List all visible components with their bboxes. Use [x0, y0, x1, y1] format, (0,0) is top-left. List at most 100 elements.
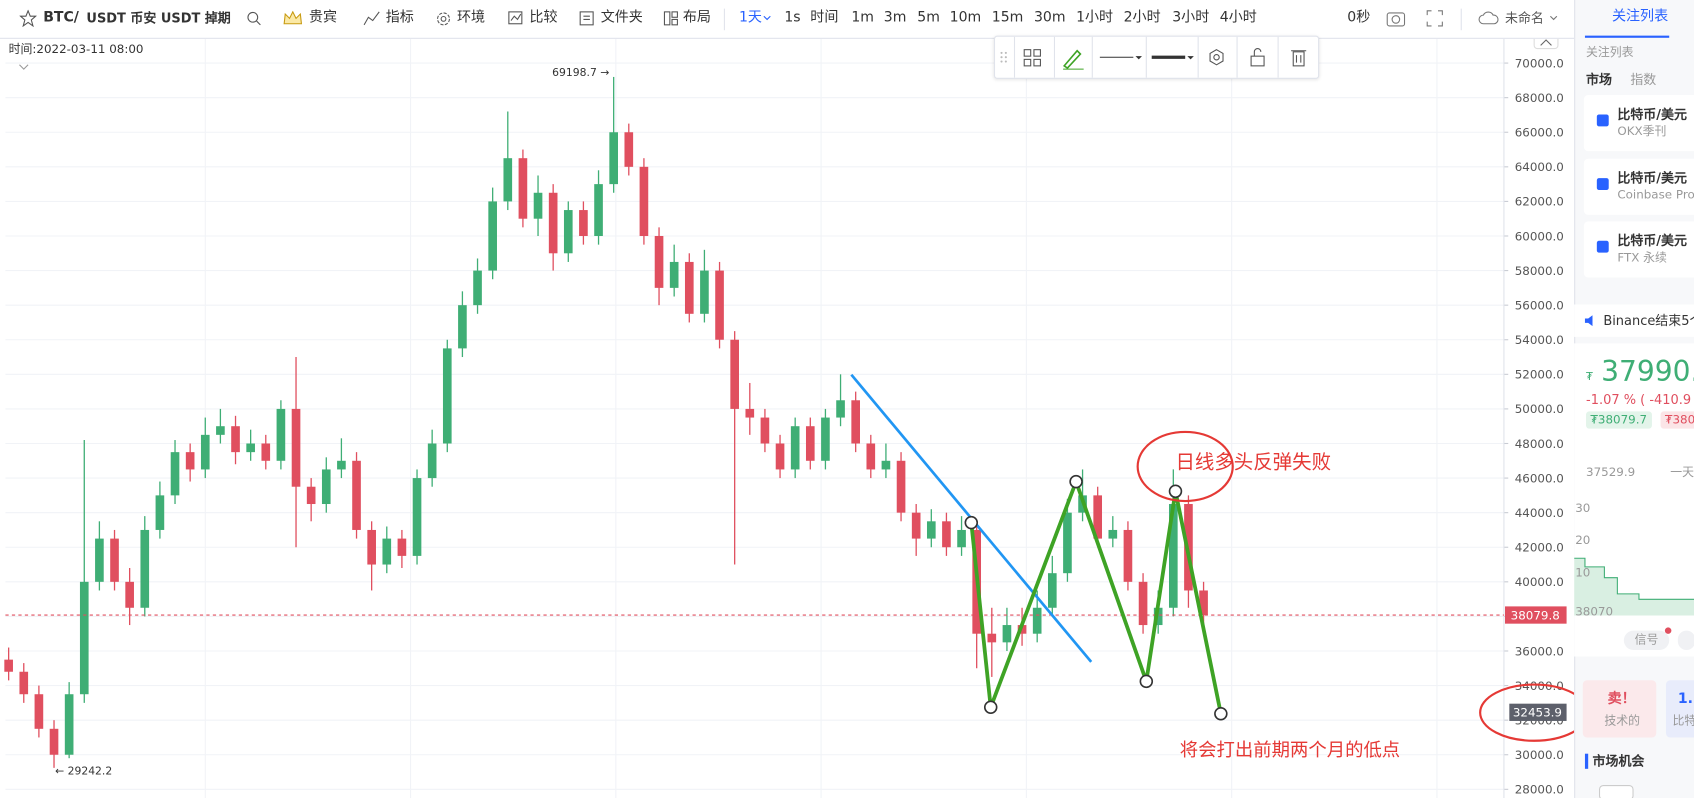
interval[interactable]: 2小时	[1123, 9, 1161, 26]
candle-body	[382, 538, 392, 565]
y-tick-label: 28000.0	[1515, 783, 1564, 797]
candle-body	[79, 581, 89, 695]
watchlist-tab[interactable]: 关注列表	[1611, 8, 1669, 25]
indicators[interactable]: 指标	[385, 9, 414, 26]
candle-body	[306, 486, 316, 505]
y-tick-label: 46000.0	[1515, 471, 1564, 485]
interval[interactable]: 4小时	[1219, 9, 1257, 26]
candle-body	[1199, 590, 1208, 616]
candle-body	[1123, 529, 1133, 582]
sell: 卖！	[1607, 691, 1636, 708]
mini-axis: 38070	[1575, 604, 1614, 619]
candle-body	[851, 400, 860, 444]
market[interactable]: USDT 币安 USDT 掉期	[86, 10, 231, 26]
candle-body	[488, 201, 497, 271]
interval[interactable]: 15m	[991, 9, 1024, 26]
candle-body	[548, 192, 558, 254]
folder-icon[interactable]	[579, 11, 595, 26]
interval[interactable]: 10m	[949, 9, 982, 26]
cloud-icon[interactable]	[1478, 10, 1500, 27]
candle-body	[942, 521, 951, 548]
sell-card[interactable]	[1582, 680, 1657, 738]
candle-body	[170, 452, 180, 496]
low-value: 37529.9	[1586, 465, 1636, 480]
layout-icon[interactable]	[663, 11, 679, 26]
active-interval[interactable]: 1天	[738, 9, 762, 26]
candle-body	[200, 434, 210, 470]
period[interactable]: 一天	[1670, 465, 1694, 480]
candle-body	[337, 460, 346, 470]
candle-body	[624, 132, 634, 167]
interval[interactable]: 1m	[851, 9, 874, 26]
compare-icon[interactable]	[508, 11, 524, 26]
candle-body	[1168, 504, 1178, 608]
interval[interactable]: 3m	[883, 9, 907, 26]
collapse-icon[interactable]	[19, 64, 29, 70]
candle-body	[684, 261, 694, 314]
interval[interactable]: 时间	[810, 9, 839, 26]
candle-body	[715, 270, 724, 340]
candle-body	[881, 460, 891, 470]
crown-icon[interactable]	[283, 10, 303, 26]
candle-body	[1093, 495, 1103, 539]
settings-icon[interactable]	[435, 11, 451, 27]
candle-body	[700, 270, 709, 314]
candle-body	[64, 694, 74, 755]
filter[interactable]: 市场	[1586, 72, 1612, 88]
candle-body	[805, 426, 815, 461]
drawing-toolbar	[993, 35, 1320, 79]
candle-body	[669, 261, 679, 288]
candle-body	[4, 659, 13, 672]
candle-body	[654, 235, 664, 288]
indicator-icon[interactable]	[363, 11, 380, 26]
fullscreen-icon[interactable]	[1426, 10, 1443, 27]
candle-body	[594, 184, 603, 236]
candle-body	[639, 166, 649, 236]
watch-name: 比特币/美元	[1617, 233, 1687, 249]
interval[interactable]: 1小时	[1076, 9, 1114, 26]
folder[interactable]: 文件夹	[600, 9, 643, 26]
next-card[interactable]	[1665, 680, 1694, 738]
watch-name: 比特币/美元	[1617, 170, 1687, 186]
favorite-icon[interactable]	[19, 9, 37, 27]
candle-body	[125, 581, 134, 608]
candle-body	[609, 132, 618, 185]
candle-body	[442, 348, 452, 444]
symbol[interactable]: BTC/	[43, 9, 79, 26]
dropdown-icon[interactable]	[763, 15, 772, 21]
interval[interactable]: 3小时	[1172, 9, 1210, 26]
interval[interactable]: 1s	[784, 9, 801, 26]
candle-body	[730, 339, 739, 409]
candle-body	[216, 426, 225, 435]
candle-body	[1063, 512, 1072, 574]
last-price-label: 38079.8	[1511, 608, 1560, 622]
layout[interactable]: 布局	[682, 9, 711, 26]
y-tick-label: 40000.0	[1515, 575, 1564, 589]
signal[interactable]: 信号	[1623, 630, 1670, 651]
vip[interactable]: 贵宾	[308, 9, 338, 26]
candle-body	[34, 694, 44, 729]
news-bar	[1574, 304, 1694, 337]
time-info: 时间:2022-03-11 08:00	[9, 42, 144, 56]
currency: ₮	[1586, 371, 1593, 384]
compare[interactable]: 比较	[529, 9, 558, 26]
interval[interactable]: 5m	[917, 9, 940, 26]
news[interactable]: Binance结束5个	[1603, 313, 1694, 329]
layout-name[interactable]: 未命名	[1504, 10, 1544, 26]
environment[interactable]: 环境	[457, 9, 486, 26]
search-icon[interactable]	[246, 11, 261, 26]
candle-body	[563, 210, 573, 254]
opportunities: 市场机会	[1592, 753, 1645, 769]
candle-body	[503, 158, 513, 202]
interval[interactable]: 30m	[1033, 9, 1066, 26]
y-tick-label: 70000.0	[1515, 56, 1564, 70]
section-title: 关注列表	[1586, 45, 1634, 60]
candle-body	[458, 305, 467, 349]
dropdown-icon[interactable]	[1549, 15, 1558, 21]
watch-source: FTX 永续	[1617, 250, 1667, 265]
watch-name: 比特币/美元	[1617, 106, 1687, 123]
zigzag[interactable]	[969, 476, 1223, 715]
filter[interactable]: 指数	[1630, 72, 1657, 88]
candle-body	[987, 633, 997, 643]
screenshot-icon[interactable]	[1386, 10, 1406, 27]
